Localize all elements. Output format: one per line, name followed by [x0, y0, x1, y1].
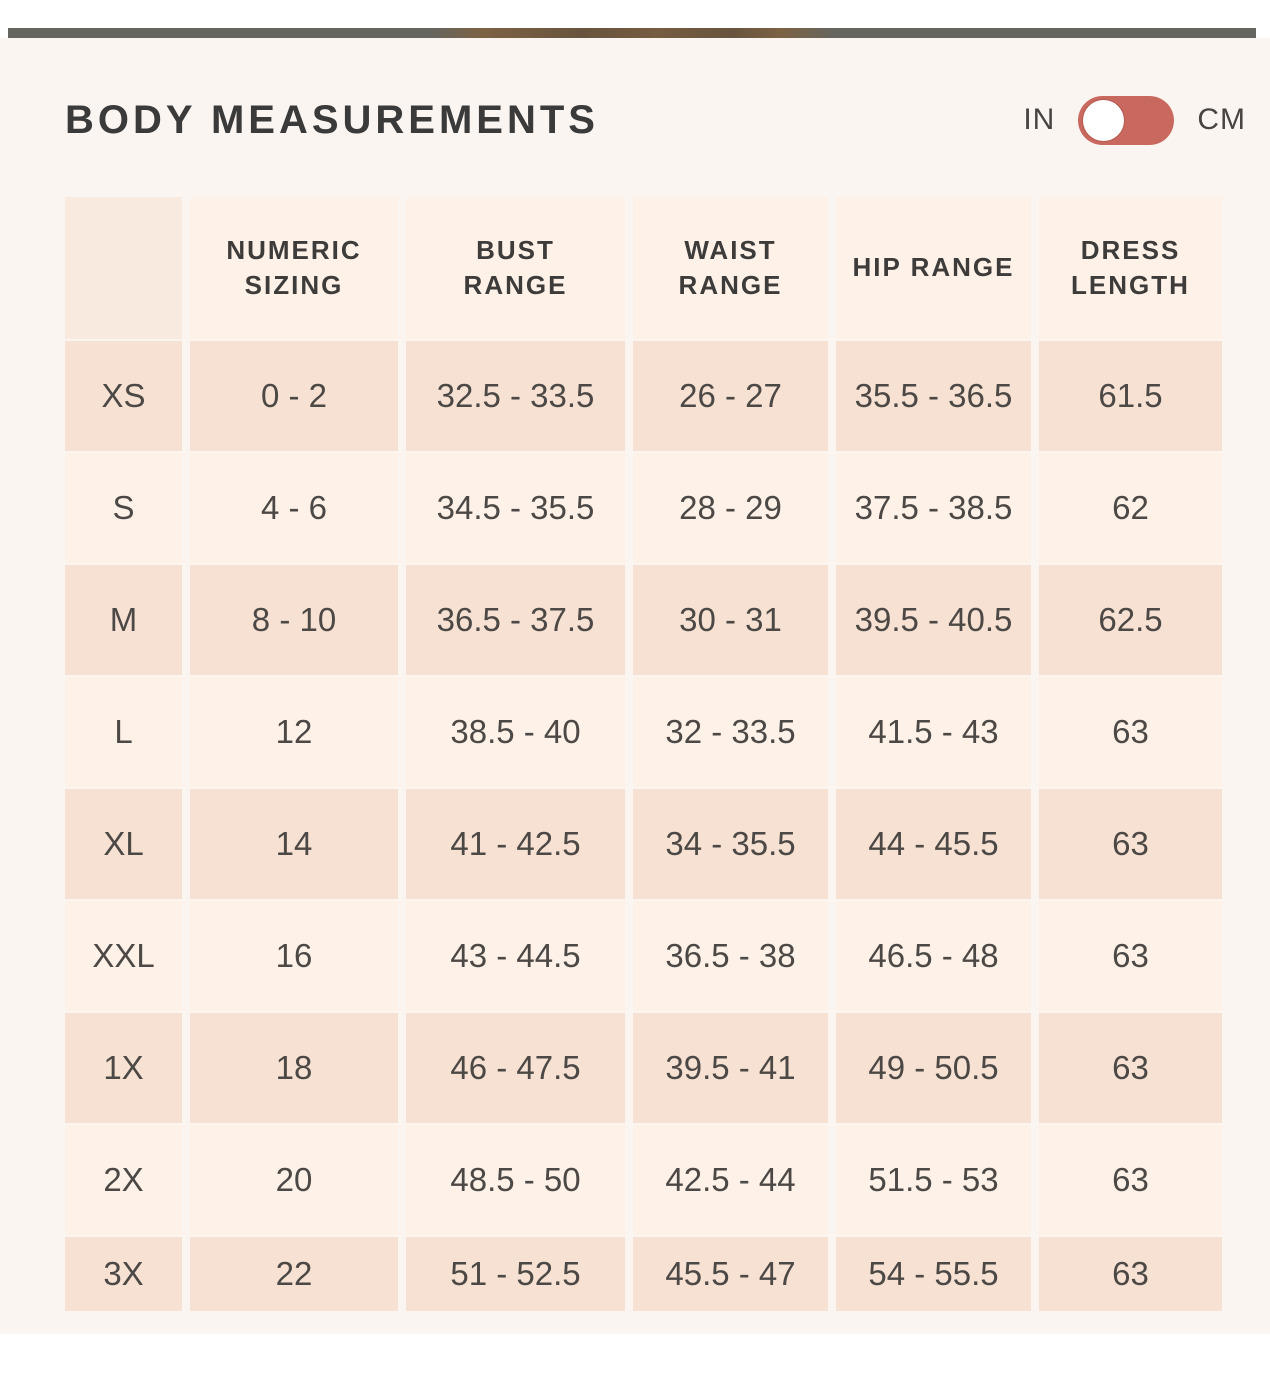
measurement-cell: 32 - 33.5	[633, 677, 828, 787]
column-header: NUMERIC SIZING	[190, 197, 398, 339]
measurement-cell: 16	[190, 901, 398, 1011]
column-header: HIP RANGE	[836, 197, 1031, 339]
measurement-cell: 12	[190, 677, 398, 787]
measurement-cell: 32.5 - 33.5	[406, 341, 625, 451]
measurement-cell: 35.5 - 36.5	[836, 341, 1031, 451]
measurement-cell: 34 - 35.5	[633, 789, 828, 899]
page-title: BODY MEASUREMENTS	[65, 97, 599, 142]
measurement-cell: 63	[1039, 1125, 1222, 1235]
measurement-cell: 45.5 - 47	[633, 1237, 828, 1311]
size-label-cell: M	[65, 565, 182, 675]
size-label-cell: L	[65, 677, 182, 787]
measurement-cell: 63	[1039, 1237, 1222, 1311]
column-header: WAIST RANGE	[633, 197, 828, 339]
unit-label-cm[interactable]: CM	[1197, 103, 1246, 136]
measurement-cell: 51 - 52.5	[406, 1237, 625, 1311]
size-chart-panel: BODY MEASUREMENTS IN CM NUMERIC SIZING BU…	[0, 38, 1270, 1334]
panel-header: BODY MEASUREMENTS IN CM	[0, 95, 1270, 145]
measurement-cell: 4 - 6	[190, 453, 398, 563]
toggle-knob	[1083, 99, 1125, 141]
measurement-cell: 36.5 - 37.5	[406, 565, 625, 675]
column-header: DRESS LENGTH	[1039, 197, 1222, 339]
measurement-cell: 0 - 2	[190, 341, 398, 451]
measurement-cell: 43 - 44.5	[406, 901, 625, 1011]
size-label-cell: 1X	[65, 1013, 182, 1123]
measurement-cell: 46.5 - 48	[836, 901, 1031, 1011]
measurement-cell: 41.5 - 43	[836, 677, 1031, 787]
measurement-cell: 38.5 - 40	[406, 677, 625, 787]
size-label-cell: 3X	[65, 1237, 182, 1311]
measurement-cell: 18	[190, 1013, 398, 1123]
product-photo-edge	[8, 28, 1256, 38]
measurement-cell: 8 - 10	[190, 565, 398, 675]
measurement-cell: 39.5 - 40.5	[836, 565, 1031, 675]
size-label-cell: XXL	[65, 901, 182, 1011]
measurement-cell: 39.5 - 41	[633, 1013, 828, 1123]
measurement-cell: 14	[190, 789, 398, 899]
measurement-cell: 63	[1039, 677, 1222, 787]
measurement-cell: 63	[1039, 901, 1222, 1011]
measurement-cell: 63	[1039, 1013, 1222, 1123]
unit-toggle-group: IN CM	[1023, 95, 1246, 145]
measurement-cell: 63	[1039, 789, 1222, 899]
measurement-cell: 37.5 - 38.5	[836, 453, 1031, 563]
measurement-cell: 36.5 - 38	[633, 901, 828, 1011]
measurement-cell: 46 - 47.5	[406, 1013, 625, 1123]
measurement-cell: 26 - 27	[633, 341, 828, 451]
measurement-cell: 44 - 45.5	[836, 789, 1031, 899]
column-header: BUST RANGE	[406, 197, 625, 339]
measurement-cell: 51.5 - 53	[836, 1125, 1031, 1235]
measurement-cell: 61.5	[1039, 341, 1222, 451]
measurement-cell: 62.5	[1039, 565, 1222, 675]
unit-label-in[interactable]: IN	[1023, 103, 1056, 136]
measurement-cell: 54 - 55.5	[836, 1237, 1031, 1311]
measurement-cell: 41 - 42.5	[406, 789, 625, 899]
measurement-cell: 49 - 50.5	[836, 1013, 1031, 1123]
size-label-cell: S	[65, 453, 182, 563]
measurement-cell: 20	[190, 1125, 398, 1235]
measurement-cell: 48.5 - 50	[406, 1125, 625, 1235]
size-label-cell: 2X	[65, 1125, 182, 1235]
measurement-cell: 62	[1039, 453, 1222, 563]
size-label-cell: XS	[65, 341, 182, 451]
measurement-cell: 22	[190, 1237, 398, 1311]
measurement-cell: 34.5 - 35.5	[406, 453, 625, 563]
unit-toggle-switch[interactable]	[1078, 95, 1175, 145]
size-label-cell: XL	[65, 789, 182, 899]
measurement-cell: 28 - 29	[633, 453, 828, 563]
measurement-cell: 30 - 31	[633, 565, 828, 675]
body-measurements-table: NUMERIC SIZING BUST RANGE WAIST RANGE HIP R…	[65, 197, 1222, 1311]
corner-header-cell	[65, 197, 182, 339]
measurement-cell: 42.5 - 44	[633, 1125, 828, 1235]
